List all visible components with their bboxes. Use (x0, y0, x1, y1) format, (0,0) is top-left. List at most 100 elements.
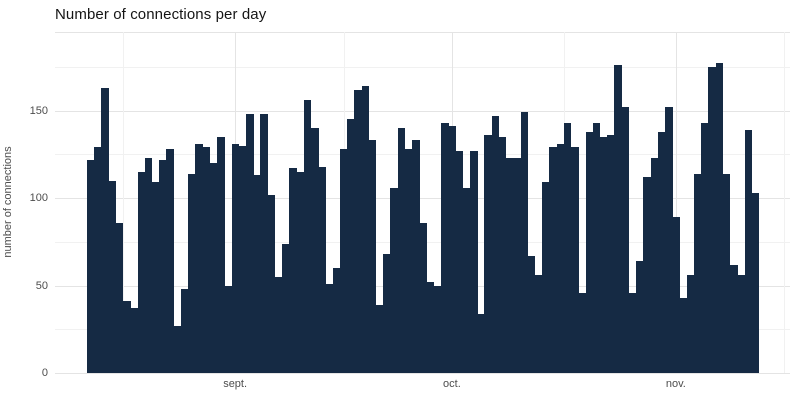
bar-day-88 (722, 173, 731, 373)
bar-day-46 (419, 222, 427, 373)
bar-day-62 (535, 275, 543, 373)
gridline-y-minor (55, 154, 790, 156)
plot-panel (55, 32, 790, 374)
y-tick-label: 150 (29, 104, 48, 117)
bar-day-16 (202, 147, 211, 373)
bar-day-43 (397, 128, 406, 373)
bar-day-13 (180, 289, 189, 373)
gridline-panel-top (55, 32, 790, 33)
bar-day-17 (209, 163, 218, 373)
bar-day-70 (592, 122, 601, 373)
x-tick-label: nov. (665, 378, 686, 390)
bar-day-85 (701, 122, 709, 373)
bar-day-65 (556, 143, 565, 373)
gridline-y-major (55, 198, 790, 200)
gridline-x-major (675, 32, 677, 373)
bar-day-32 (318, 166, 326, 373)
gridline-y-major (55, 373, 790, 374)
bar-day-92 (751, 192, 760, 373)
y-tick-label: 100 (29, 192, 48, 205)
bar-day-23 (253, 175, 261, 373)
bar-day-33 (325, 283, 333, 373)
bar-day-30 (303, 100, 312, 373)
x-tick-label: oct. (443, 378, 461, 390)
bar-day-26 (274, 276, 283, 373)
bar-day-25 (267, 194, 276, 373)
bar-day-90 (737, 275, 745, 373)
bar-day-55 (484, 135, 492, 373)
bar-day-67 (571, 147, 579, 373)
gridline-x-minor (784, 32, 786, 373)
bar-day-60 (520, 112, 529, 373)
bar-day-4 (115, 222, 124, 373)
bar-day-29 (296, 171, 305, 373)
bar-day-69 (585, 131, 594, 373)
gridline-x-minor (123, 32, 125, 373)
bar-day-40 (376, 304, 384, 373)
bar-day-14 (188, 173, 196, 373)
bar-day-44 (404, 149, 413, 373)
bar-day-27 (282, 243, 290, 373)
bar-day-74 (621, 107, 630, 373)
bar-day-58 (506, 157, 514, 373)
bar-day-87 (715, 63, 724, 373)
bar-day-7 (137, 171, 146, 373)
bar-day-80 (665, 107, 673, 373)
bar-day-34 (332, 268, 341, 373)
bar-day-48 (433, 285, 442, 373)
bar-day-0 (87, 159, 95, 373)
bar-day-54 (477, 313, 485, 373)
gridline-y-minor (55, 66, 790, 68)
bar-day-79 (657, 131, 666, 373)
bar-day-2 (101, 87, 109, 373)
bar-day-18 (217, 136, 225, 373)
bar-day-3 (108, 180, 117, 373)
chart-title: Number of connections per day (55, 6, 267, 23)
bar-day-36 (347, 119, 355, 373)
bar-day-1 (94, 147, 102, 373)
bar-day-35 (339, 149, 348, 373)
bar-day-31 (311, 128, 319, 373)
bar-day-42 (390, 187, 399, 373)
bar-day-10 (159, 159, 167, 373)
bar-day-86 (708, 66, 716, 373)
bar-day-20 (231, 143, 240, 373)
bar-day-24 (260, 114, 268, 373)
bar-day-5 (123, 301, 131, 373)
bar-day-56 (491, 115, 500, 373)
bar-day-19 (224, 285, 232, 373)
bar-day-64 (549, 147, 557, 373)
bar-day-89 (730, 264, 738, 373)
bar-day-91 (744, 129, 753, 373)
x-tick-label: sept. (223, 378, 248, 390)
bar-day-28 (289, 168, 297, 373)
bar-day-77 (643, 177, 651, 373)
bar-day-8 (144, 157, 153, 373)
bar-day-53 (469, 150, 478, 373)
bar-day-72 (607, 135, 615, 373)
bar-day-11 (166, 149, 175, 373)
bar-day-71 (600, 136, 608, 373)
bar-day-51 (455, 150, 464, 373)
bar-day-45 (412, 140, 420, 373)
bar-day-84 (693, 173, 702, 373)
bar-day-39 (368, 140, 377, 373)
bar-day-76 (636, 261, 644, 373)
bar-day-59 (513, 157, 521, 373)
bar-day-82 (679, 297, 688, 373)
bar-day-68 (578, 292, 586, 373)
bar-day-37 (354, 89, 362, 373)
bar-day-73 (614, 65, 623, 373)
bar-day-83 (686, 275, 695, 373)
bar-day-47 (426, 282, 435, 373)
gridline-y-major (55, 110, 790, 112)
bar-day-21 (238, 145, 247, 373)
bar-day-38 (361, 86, 370, 373)
bar-day-15 (195, 143, 203, 373)
y-tick-label: 0 (41, 367, 48, 379)
bar-day-12 (173, 325, 182, 373)
bar-day-41 (383, 254, 391, 373)
bar-day-66 (563, 122, 572, 373)
bar-day-75 (628, 292, 637, 373)
